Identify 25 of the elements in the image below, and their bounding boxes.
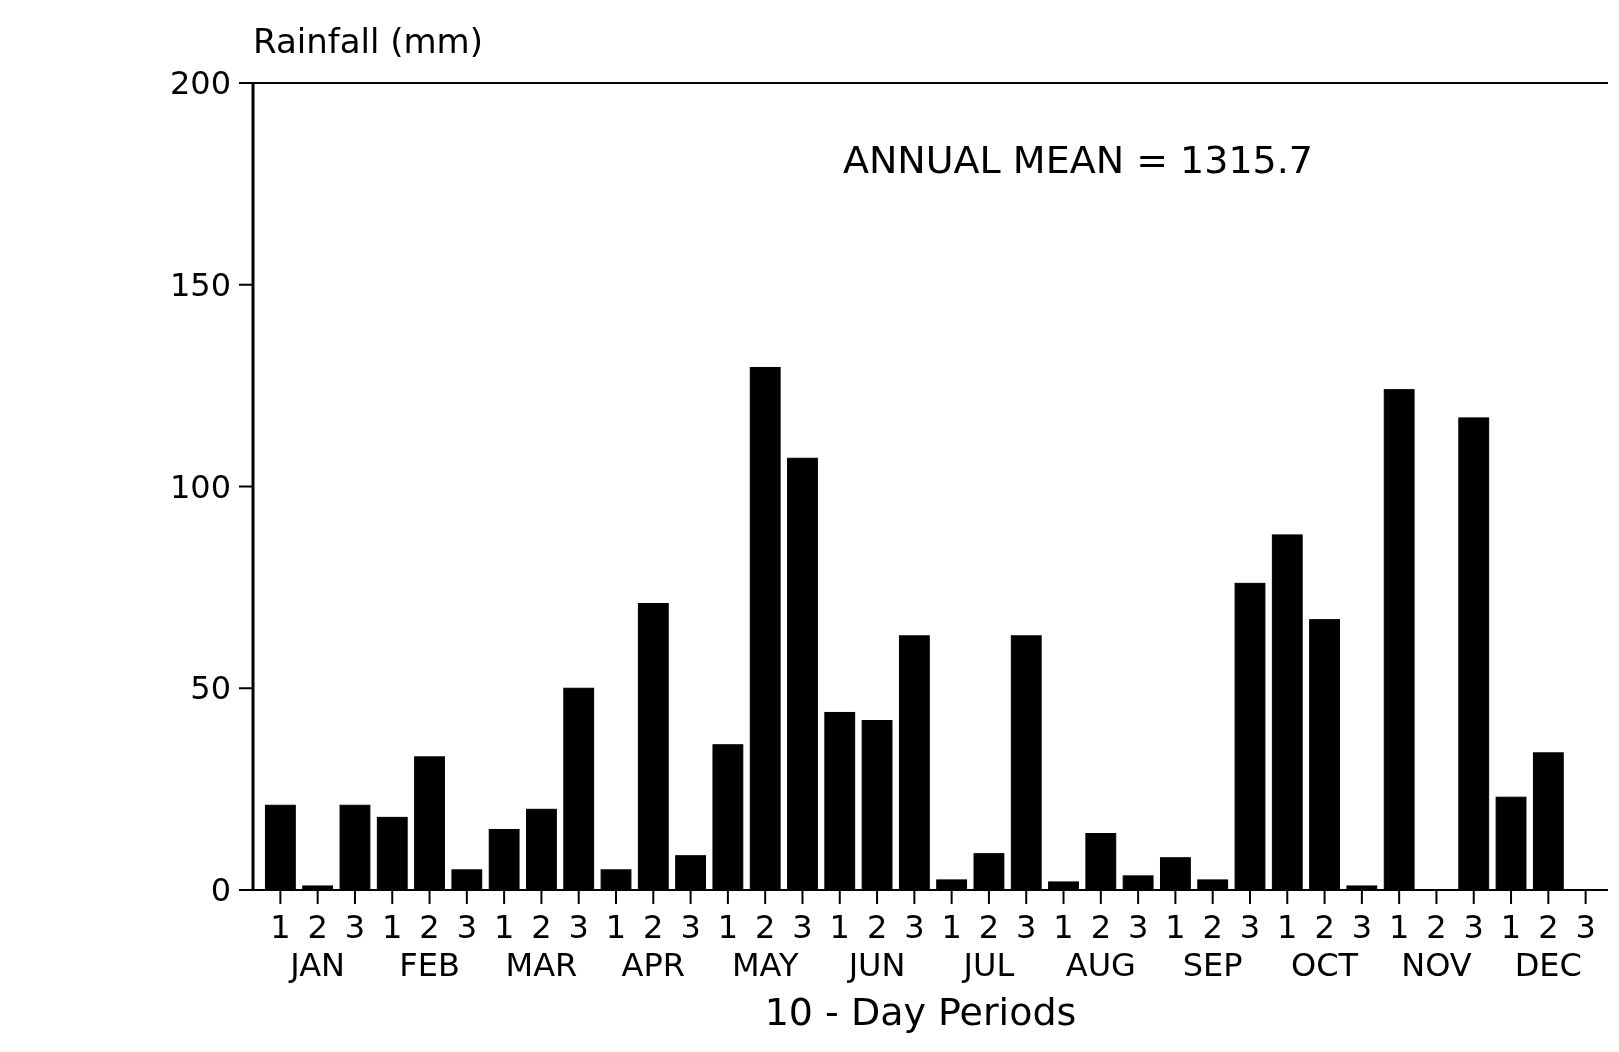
- x-tick-label: 3: [568, 908, 589, 946]
- x-tick-label: 3: [1351, 908, 1373, 946]
- x-tick-label: 3: [344, 908, 366, 946]
- annotation: ANNUAL MEAN = 1315.7: [842, 138, 1314, 182]
- x-tick-label: 1: [270, 908, 291, 946]
- y-tick-label: 100: [169, 467, 231, 506]
- x-tick-label: 1: [1500, 908, 1522, 946]
- y-tick-label: 200: [169, 64, 231, 103]
- x-tick-label: 2 JUL: [961, 908, 1015, 984]
- y-tick-label: 150: [169, 265, 231, 304]
- x-tick-label: 3: [904, 908, 925, 946]
- x-tick-label: 1: [605, 908, 627, 946]
- x-tick-label: 3: [792, 908, 813, 946]
- x-tick-label: 3: [1575, 908, 1596, 946]
- x-tick-label: 2 JAN: [288, 908, 346, 984]
- x-tick-label: 3: [1463, 908, 1484, 946]
- x-tick-label: 1: [941, 908, 962, 946]
- x-tick-label: 1: [1277, 908, 1298, 946]
- x-tick-label: 3: [1016, 908, 1037, 946]
- x-axis-title: 10 - Day Periods: [764, 990, 1077, 1034]
- y-tick-label: 50: [190, 669, 231, 708]
- x-tick-label: 3: [1127, 908, 1149, 946]
- y-axis-title: Rainfall (mm): [253, 21, 483, 61]
- y-tick-label: 0: [210, 871, 231, 910]
- x-tick-label: 1: [717, 908, 739, 946]
